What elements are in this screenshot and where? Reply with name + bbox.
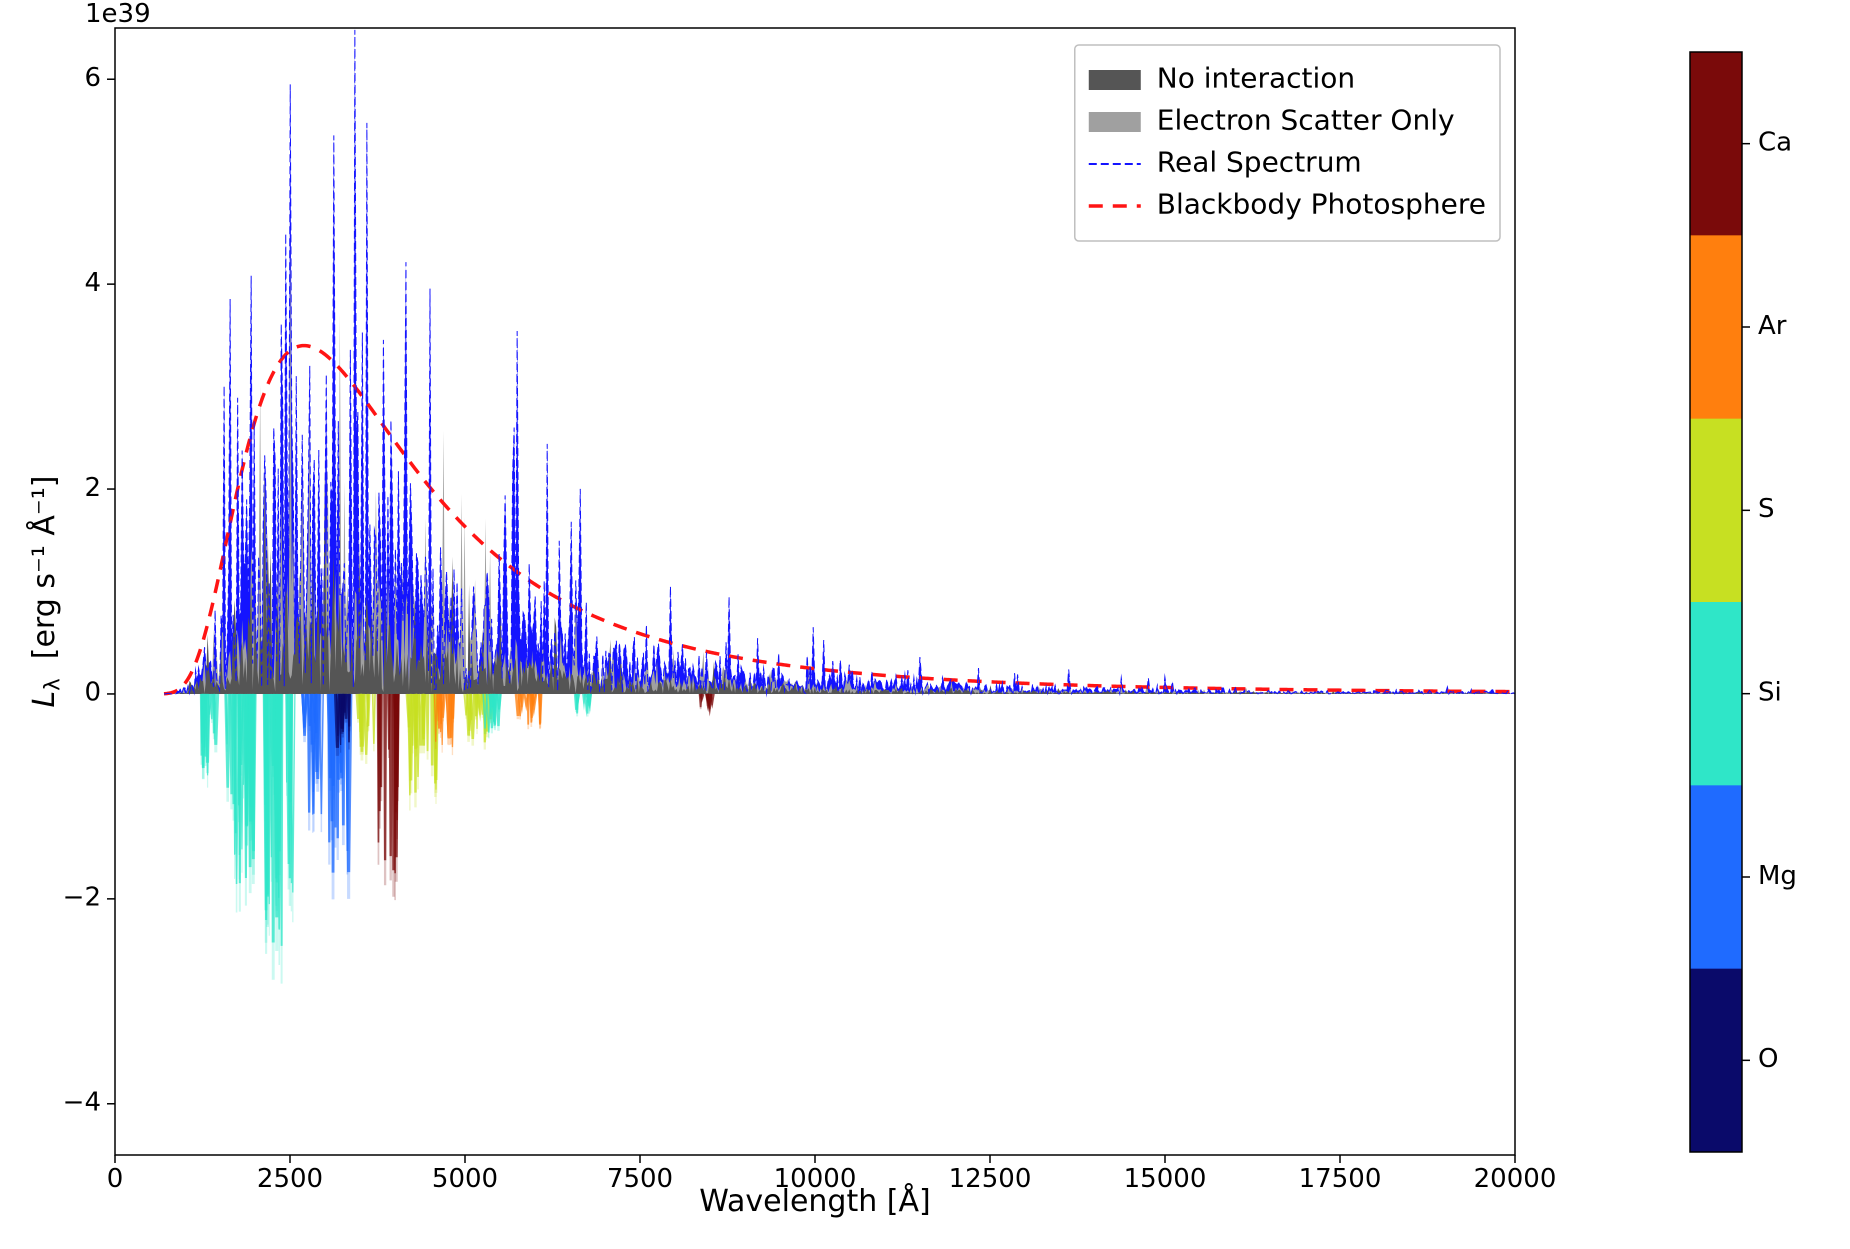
element-colorbar: [0, 0, 1850, 1249]
figure: Wavelength [Å] L_λ [erg s⁻¹ Å⁻¹] 1e39 No…: [0, 0, 1850, 1249]
